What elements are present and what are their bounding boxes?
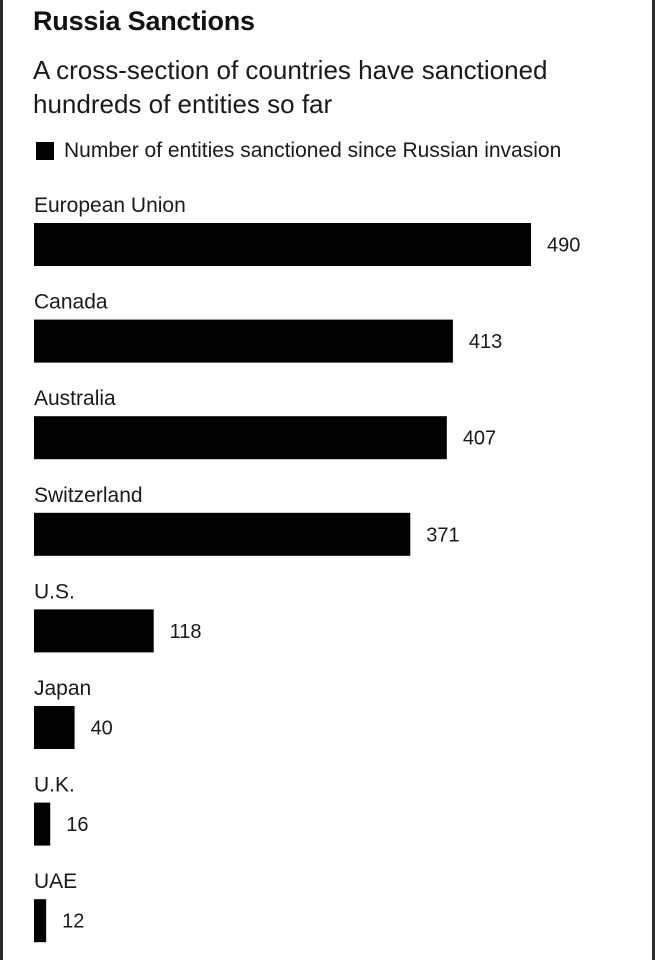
bar-u-k (34, 802, 51, 846)
value-label-canada: 413 (469, 331, 502, 353)
category-label-u-s: U.S. (34, 580, 75, 603)
value-label-japan: 40 (91, 718, 113, 740)
value-label-australia: 407 (463, 428, 496, 450)
legend-label: Number of entities sanctioned since Russ… (64, 139, 562, 162)
value-label-switzerland: 371 (426, 524, 459, 546)
right-border (652, 0, 655, 960)
bar-u-s (34, 609, 154, 653)
bar-switzerland (34, 512, 411, 556)
value-label-u-s: 118 (170, 621, 202, 643)
value-label-uae: 12 (62, 911, 84, 933)
bar-canada (34, 319, 453, 363)
category-label-canada: Canada (34, 291, 108, 314)
legend-swatch (36, 142, 54, 160)
category-label-switzerland: Switzerland (34, 484, 143, 507)
category-label-u-k: U.K. (34, 774, 75, 797)
category-label-japan: Japan (34, 677, 91, 700)
bar-uae (34, 899, 47, 943)
category-label-australia: Australia (34, 387, 116, 410)
category-label-uae: UAE (34, 870, 77, 893)
bar-japan (34, 706, 75, 749)
chart-subtitle: A cross-section of countries have sancti… (33, 55, 548, 119)
category-label-european-union: European Union (34, 194, 186, 217)
chart-title: Russia Sanctions (33, 6, 255, 36)
value-label-european-union: 490 (547, 235, 580, 257)
legend: Number of entities sanctioned since Russ… (36, 139, 561, 163)
bar-european-union (34, 223, 531, 266)
left-border (0, 0, 3, 960)
value-label-u-k: 16 (66, 814, 88, 836)
bar-australia (34, 416, 447, 460)
